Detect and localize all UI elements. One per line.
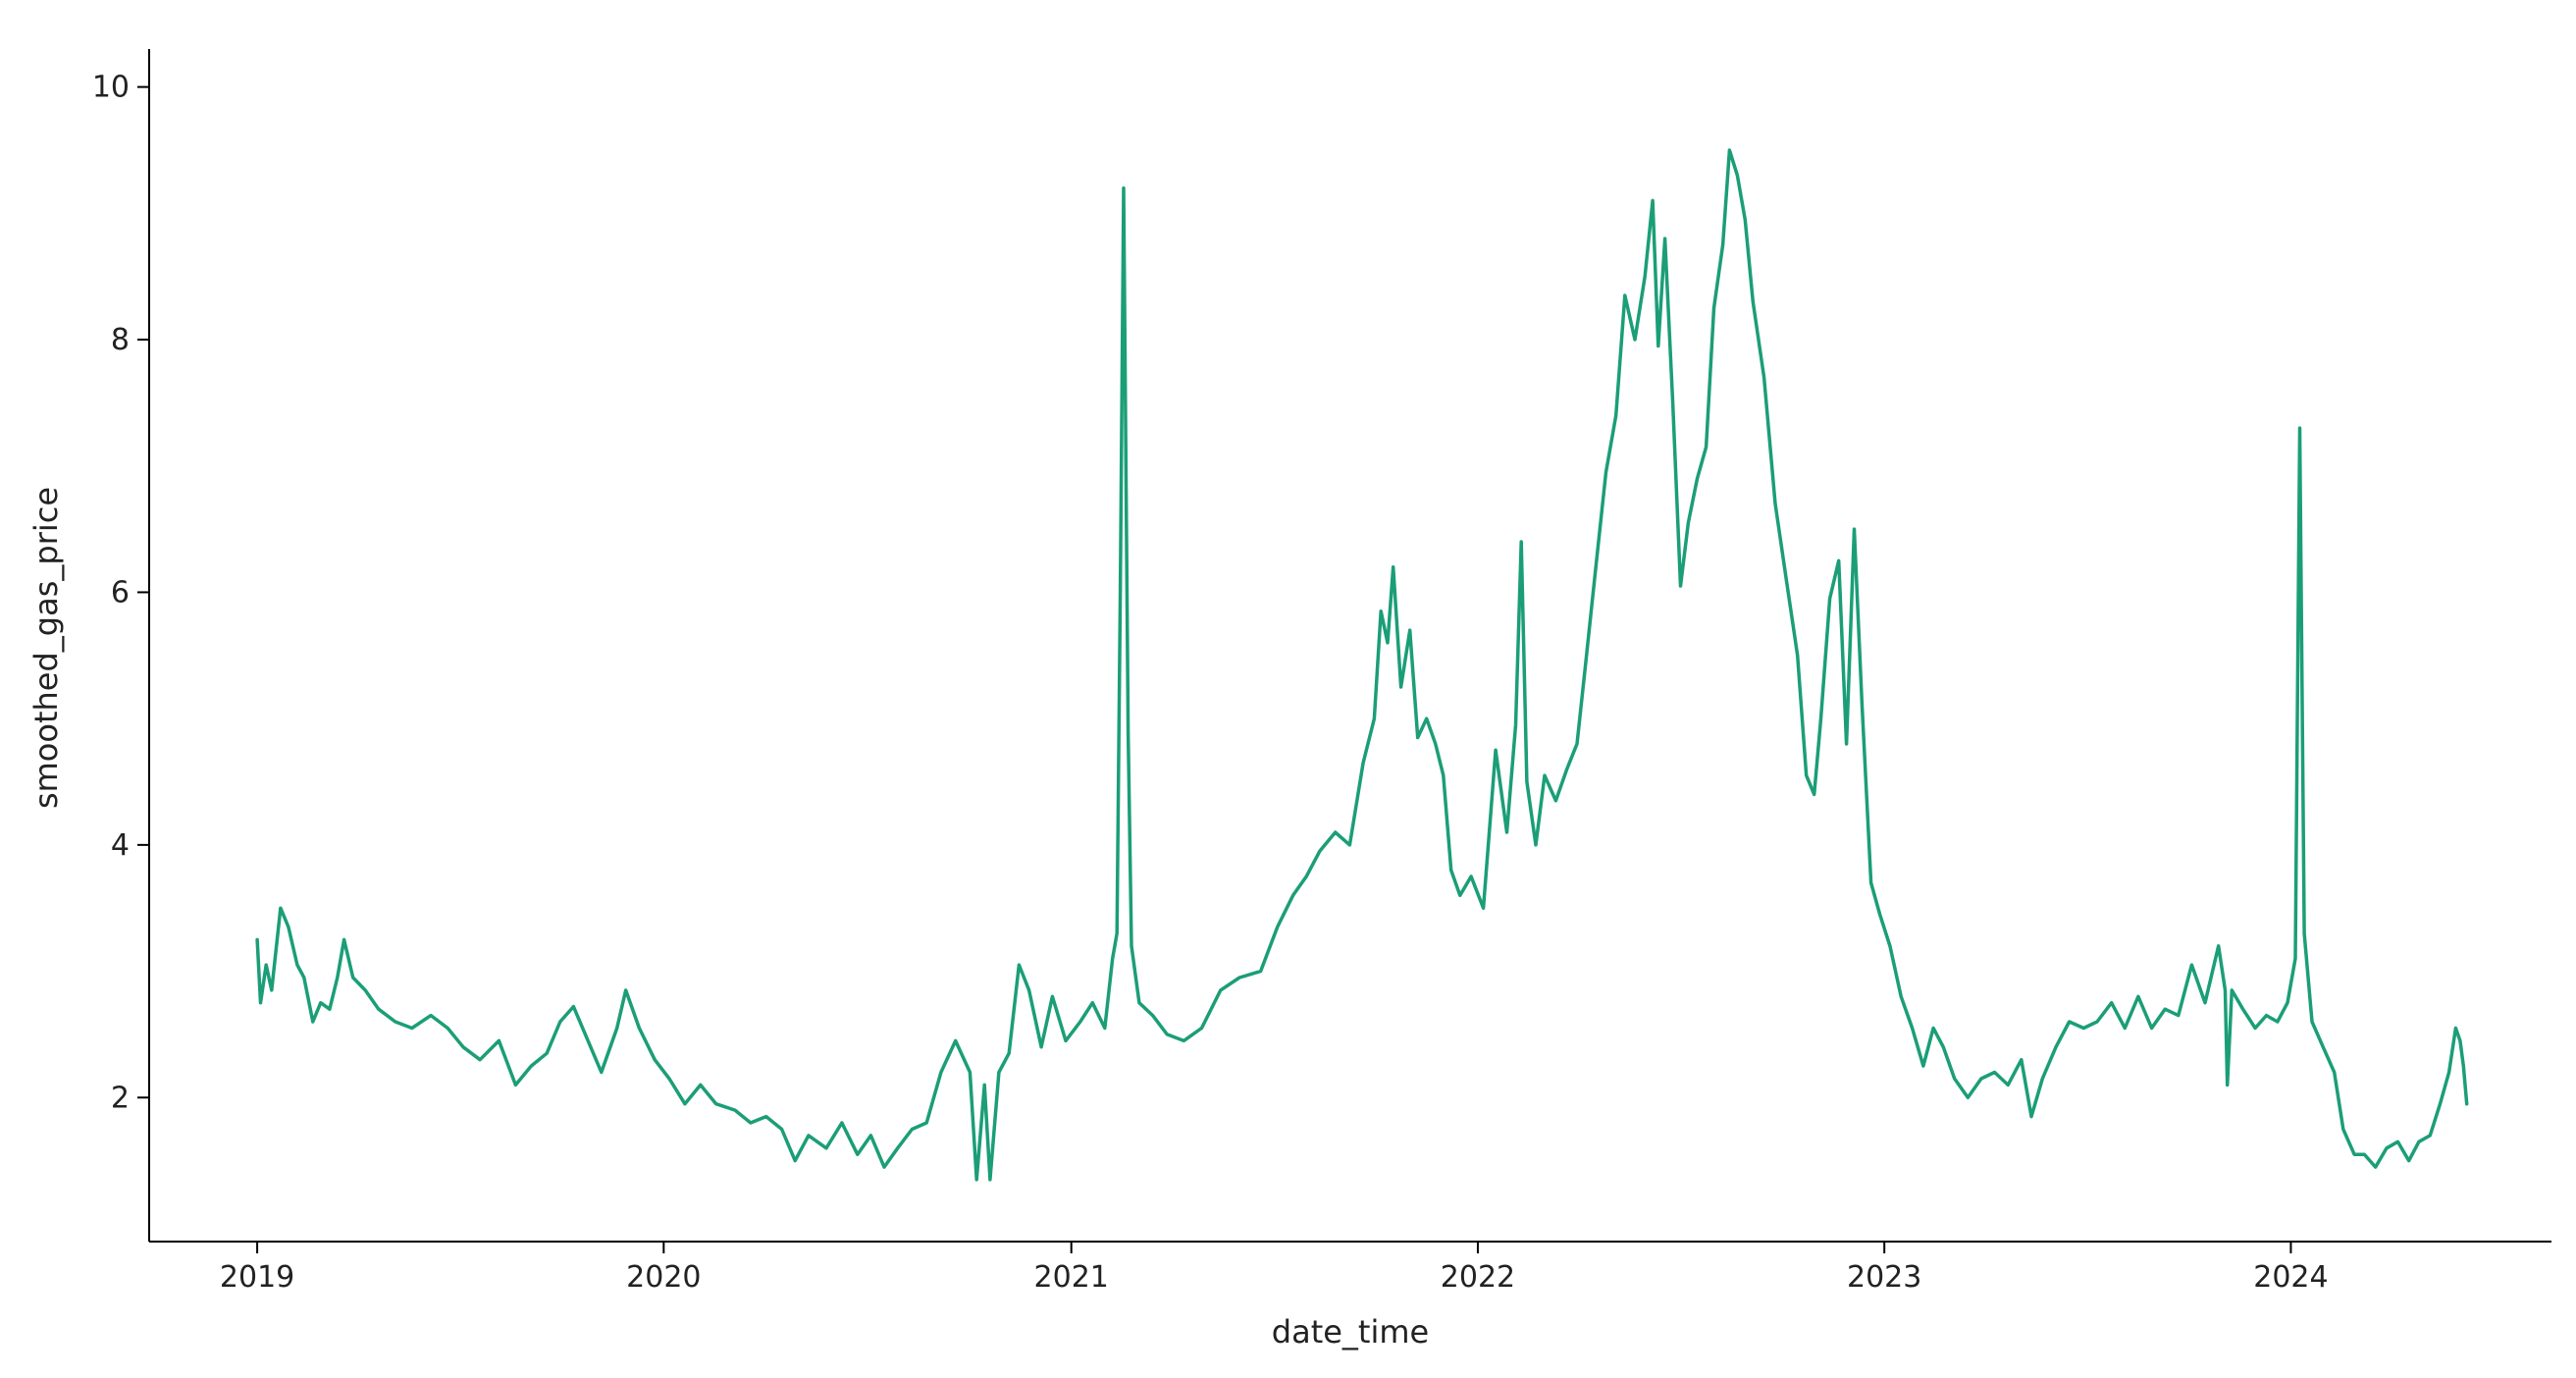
x-tick-label: 2019 — [220, 1260, 294, 1295]
y-tick-label: 6 — [111, 575, 130, 610]
x-tick-label: 2022 — [1441, 1260, 1515, 1295]
series-layer — [255, 148, 2469, 1182]
x-tick-label: 2023 — [1847, 1260, 1921, 1295]
x-tick-label: 2024 — [2253, 1260, 2328, 1295]
y-tick-label: 4 — [111, 828, 130, 863]
axes — [148, 49, 2551, 1243]
x-tick-label: 2021 — [1034, 1260, 1109, 1295]
y-axis-label: smoothed_gas_price — [27, 487, 65, 809]
y-tick-label: 8 — [111, 323, 130, 357]
x-ticks: 2019 2020 2021 2022 2023 2024 — [220, 1242, 2329, 1295]
y-ticks: 2 4 6 8 10 — [92, 71, 149, 1115]
y-tick-label: 10 — [92, 71, 130, 105]
x-axis-label: date_time — [1272, 1313, 1429, 1351]
x-tick-label: 2020 — [626, 1260, 701, 1295]
y-tick-label: 2 — [111, 1081, 130, 1115]
series-line — [255, 148, 2469, 1182]
